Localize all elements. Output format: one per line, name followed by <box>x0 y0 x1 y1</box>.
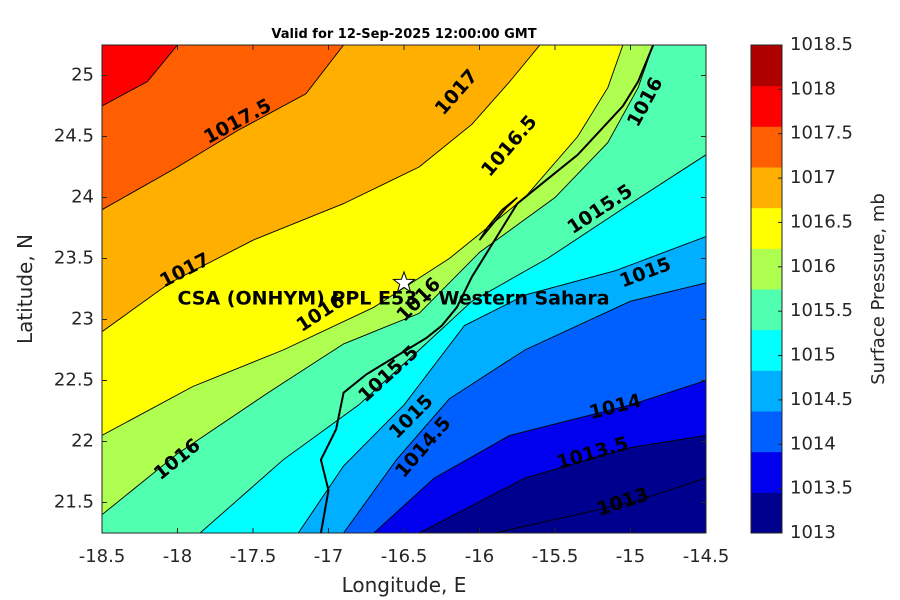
x-tick-label: -17.5 <box>230 546 277 567</box>
colorbar-tick-label: 1015.5 <box>790 300 853 321</box>
y-tick-label: 21.5 <box>54 492 94 513</box>
coastline-inlet <box>478 196 518 241</box>
x-tick-label: -17 <box>314 546 343 567</box>
x-tick-label: -16.5 <box>381 546 428 567</box>
contour-line <box>102 45 178 107</box>
y-tick-label: 24 <box>71 187 94 208</box>
contour-line <box>199 154 706 533</box>
colorbar-label: Surface Pressure, mb <box>868 193 889 385</box>
colorbar-swatch <box>751 45 782 87</box>
colorbar-swatch <box>751 411 782 453</box>
coastline <box>319 45 655 533</box>
station-star-icon <box>392 270 416 293</box>
colorbar-tick-label: 1013 <box>790 522 836 543</box>
colorbar-tick-label: 1017 <box>790 167 836 188</box>
colorbar-swatch <box>751 329 782 371</box>
contour-line <box>102 45 541 333</box>
colorbar-swatch <box>751 85 782 127</box>
x-tick-label: -18.5 <box>79 546 126 567</box>
colorbar-frame <box>750 44 783 534</box>
x-tick-label: -15.5 <box>532 546 579 567</box>
y-tick-label: 25 <box>71 65 94 86</box>
chart-title: Valid for 12-Sep-2025 12:00:00 GMT <box>271 27 536 42</box>
contour-line <box>102 45 654 516</box>
x-axis-label: Longitude, E <box>342 573 467 597</box>
station-label: CSA (ONHYM) PPL E53 - Western Sahara <box>178 287 610 309</box>
plot-area: 10131013.510141014.5101510151015.51015.5… <box>102 45 706 533</box>
y-tick-label: 23 <box>71 309 94 330</box>
contour-line <box>373 380 706 533</box>
contour-line <box>102 45 344 211</box>
colorbar-tick-label: 1014.5 <box>790 389 853 410</box>
contour-line <box>418 434 706 533</box>
colorbar-swatch <box>751 451 782 493</box>
contour-line <box>102 45 624 436</box>
band-fill <box>102 45 344 260</box>
colorbar-swatch <box>751 248 782 290</box>
colorbar-tick-label: 1018 <box>790 78 836 99</box>
x-tick-label: -18 <box>163 546 192 567</box>
colorbar-swatch <box>751 492 782 534</box>
colorbar-tick-label: 1016 <box>790 256 836 277</box>
contour-line <box>343 282 706 533</box>
colorbar-tick-label: 1015 <box>790 345 836 366</box>
colorbar-tick-label: 1017.5 <box>790 123 853 144</box>
y-tick-label: 22.5 <box>54 370 94 391</box>
colorbar-tick-label: 1018.5 <box>790 34 853 55</box>
x-tick-label: -15 <box>616 546 645 567</box>
x-axis-ticks: -18.5 -18 -17.5 -17 -16.5 -16 -15.5 -15 -14.5 <box>79 45 730 567</box>
colorbar-swatch <box>751 207 782 249</box>
colorbar-tick-label: 1013.5 <box>790 478 853 499</box>
y-tick-label: 23.5 <box>54 248 94 269</box>
colorbar-tick-label: 1016.5 <box>790 211 853 232</box>
colorbar: 1013 1013.5 1014 1014.5 1015 1015.5 1016 1016.5… <box>750 34 853 543</box>
colorbar-swatch <box>751 126 782 168</box>
colorbar-swatch <box>751 289 782 331</box>
x-tick-label: -16 <box>465 546 494 567</box>
colorbar-swatch <box>751 370 782 412</box>
colorbar-swatch <box>751 167 782 209</box>
colorbar-tick-label: 1014 <box>790 433 836 454</box>
y-tick-label: 24.5 <box>54 126 94 147</box>
band-fill <box>102 45 178 156</box>
x-tick-label: -14.5 <box>683 546 730 567</box>
y-axis-label: Latitude, N <box>13 234 37 344</box>
contour-line <box>494 477 706 533</box>
contour-line <box>297 236 706 533</box>
y-axis-ticks: 21.5 22 22.5 23 23.5 24 24.5 25 <box>54 65 706 513</box>
y-tick-label: 22 <box>71 431 94 452</box>
